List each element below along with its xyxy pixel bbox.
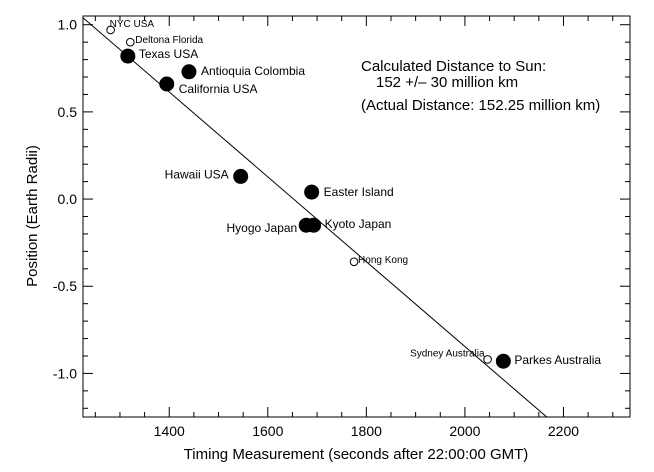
x-tick-label: 1600 [252,423,283,439]
point-texas-usa [120,48,136,64]
y-tick-label: 1.0 [58,17,78,33]
point-hawaii-usa [233,168,249,184]
point-california-usa [159,76,175,92]
label-hong-kong: Hong Kong [358,255,408,266]
label-kyoto-japan: Kyoto Japan [325,217,392,231]
y-tick-label: 0.5 [58,104,78,120]
x-tick-label: 1800 [351,423,382,439]
y-axis-label: Position (Earth Radii) [24,145,41,287]
point-antioquia-colombia [181,64,197,80]
y-tick-label: -1.0 [53,365,77,381]
label-antioquia-colombia: Antioquia Colombia [201,64,305,78]
y-tick-labels: 1.0 0.5 0.0 -0.5 -1.0 [53,17,77,382]
label-hawaii-usa: Hawaii USA [165,167,229,181]
label-easter-island: Easter Island [324,185,394,199]
label-parkes-australia: Parkes Australia [514,353,601,367]
label-texas-usa: Texas USA [139,47,198,61]
tick-marks [83,16,630,417]
data-points [106,25,511,369]
label-deltona-florida: Deltona Florida [135,35,203,46]
x-tick-label: 2200 [548,423,579,439]
x-tick-label: 2000 [449,423,480,439]
label-nyc-usa: NYC USA [110,19,155,30]
point-easter-island [304,184,320,200]
annotation-line-1: Calculated Distance to Sun: [361,58,546,75]
label-hyogo-japan: Hyogo Japan [227,221,298,235]
point-parkes-australia [495,353,511,369]
point-kyoto-japan [306,217,322,233]
label-sydney-australia: Sydney Australia [410,348,485,359]
x-tick-label: 1400 [154,423,185,439]
y-tick-label: 0.0 [58,191,78,207]
point-hong-kong [349,257,359,267]
annotation-line-2: 152 +/– 30 million km [376,74,518,91]
y-tick-label: -0.5 [53,278,77,294]
point-sydney-australia [483,355,492,364]
x-axis-label: Timing Measurement (seconds after 22:00:… [184,446,529,463]
point-nyc-usa [106,25,115,35]
x-tick-labels: 1400 1600 1800 2000 2200 [154,423,580,439]
point-deltona-florida [126,37,135,47]
annotation-line-3: (Actual Distance: 152.25 million km) [361,97,600,114]
label-california-usa: California USA [179,82,258,96]
